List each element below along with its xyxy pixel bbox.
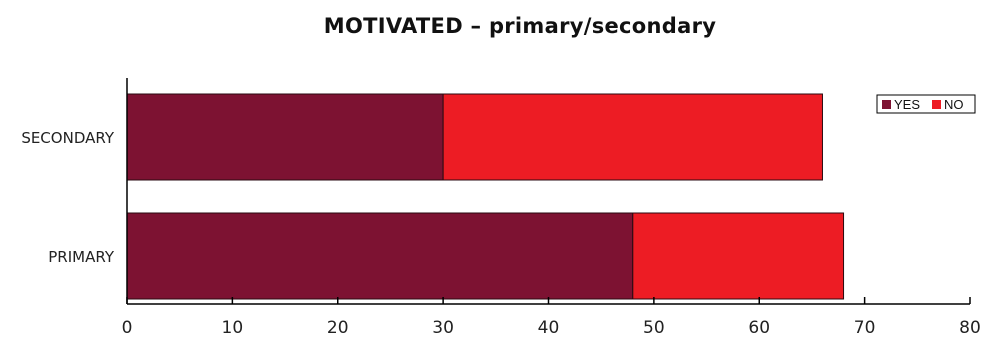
x-tick-label: 60 bbox=[748, 318, 770, 338]
bar-yes-secondary bbox=[126, 93, 444, 181]
legend-box bbox=[876, 94, 976, 114]
x-tick-label: 40 bbox=[538, 318, 560, 338]
x-tick-label: 30 bbox=[432, 318, 454, 338]
y-tick-label: SECONDARY bbox=[21, 129, 115, 147]
x-axis-ticks: 0 10 20 30 40 50 60 70 80 bbox=[122, 297, 981, 338]
x-tick-label: 20 bbox=[327, 318, 349, 338]
legend-swatch-no bbox=[932, 100, 941, 109]
x-tick-label: 80 bbox=[959, 318, 981, 338]
x-tick-label: 50 bbox=[643, 318, 665, 338]
bar-no-secondary bbox=[442, 93, 823, 181]
legend-label-yes: YES bbox=[894, 97, 920, 112]
y-axis-labels: SECONDARY PRIMARY bbox=[21, 129, 115, 266]
x-tick-label: 10 bbox=[222, 318, 244, 338]
chart-title: MOTIVATED – primary/secondary bbox=[323, 14, 717, 38]
legend-swatch-yes bbox=[882, 100, 891, 109]
legend: YES NO bbox=[876, 94, 976, 114]
x-tick-label: 0 bbox=[122, 318, 133, 338]
x-tick-label: 70 bbox=[854, 318, 876, 338]
bar-yes-primary bbox=[126, 212, 634, 300]
legend-label-no: NO bbox=[944, 97, 964, 112]
bars-group bbox=[126, 93, 845, 300]
bar-no-primary bbox=[632, 212, 845, 300]
y-tick-label: PRIMARY bbox=[48, 248, 115, 266]
